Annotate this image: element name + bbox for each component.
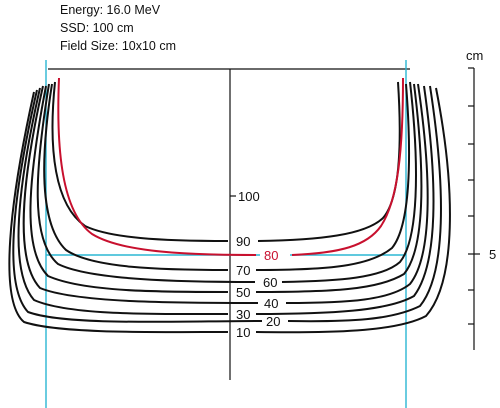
isodose-70 xyxy=(43,83,411,271)
isodose-30 xyxy=(17,85,435,316)
isodose-curves xyxy=(8,77,451,334)
label-80: 80 xyxy=(264,248,278,263)
ssd-text: SSD: 100 cm xyxy=(60,21,134,35)
scale-5-label: 5 xyxy=(489,247,496,262)
label-10: 10 xyxy=(236,325,250,340)
isodose-40 xyxy=(22,83,429,304)
label-70: 70 xyxy=(236,263,250,278)
isodose-60 xyxy=(36,81,417,283)
depth-scale: cm 5 xyxy=(466,48,496,350)
isodose-50 xyxy=(29,83,423,293)
isodose-20 xyxy=(12,85,442,323)
label-60: 60 xyxy=(263,275,277,290)
energy-text: Energy: 16.0 MeV xyxy=(60,3,161,17)
isodose-labels: 100 90 80 70 60 50 40 30 20 10 xyxy=(236,189,280,340)
label-30: 30 xyxy=(236,307,250,322)
label-100: 100 xyxy=(238,189,260,204)
scale-unit-label: cm xyxy=(466,48,483,63)
label-50: 50 xyxy=(236,285,250,300)
isodose-80 xyxy=(57,77,404,256)
beam-info: Energy: 16.0 MeV SSD: 100 cm Field Size:… xyxy=(60,3,176,53)
label-90: 90 xyxy=(236,234,250,249)
field-size-text: Field Size: 10x10 cm xyxy=(60,39,176,53)
isodose-10 xyxy=(8,87,451,334)
isodose-90 xyxy=(51,81,401,242)
label-20: 20 xyxy=(266,314,280,329)
label-40: 40 xyxy=(264,296,278,311)
